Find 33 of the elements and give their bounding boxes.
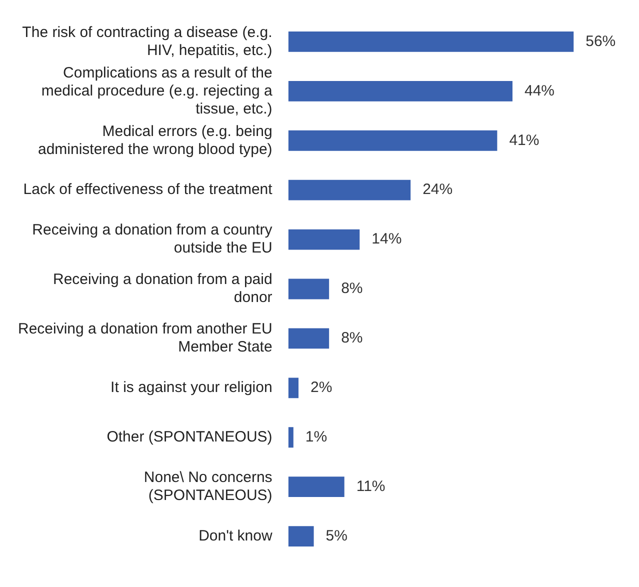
bar (288, 32, 574, 52)
y-tick-label: It is against your religion (110, 379, 272, 396)
data-label: 5% (326, 527, 348, 544)
data-label: 8% (341, 280, 363, 298)
bar (288, 427, 294, 448)
data-label: 1% (305, 428, 328, 446)
y-tick-label: Receiving a donation from another EU Member State (18, 320, 272, 356)
data-label: 8% (341, 330, 363, 347)
y-tick-label: Receiving a donation from a country outside the EU (32, 222, 273, 257)
bar (288, 130, 498, 151)
data-label: 11% (356, 478, 386, 495)
data-label: 44% (524, 82, 555, 100)
y-tick-label: Don't know (198, 527, 272, 544)
bar (288, 229, 360, 250)
y-tick-label: The risk of contracting a disease (e.g. HIV, hepatitis, etc.) (22, 24, 272, 59)
y-tick-label: Complications as a result of the medical procedure (e.g. rejecting a tissue, etc.) (41, 64, 273, 118)
data-label: 24% (422, 181, 453, 198)
bar (288, 80, 512, 102)
data-label: 56% (586, 32, 616, 50)
y-tick-label: None\ No concerns (SPONTANEOUS) (144, 468, 272, 504)
bar (288, 476, 344, 498)
data-label: 2% (310, 379, 332, 396)
bar (288, 526, 314, 546)
bar (288, 278, 330, 300)
y-tick-label: Receiving a donation from a paid donor (53, 271, 272, 306)
y-tick-label: Lack of effectiveness of the treatment (23, 181, 274, 198)
y-tick-label: Medical errors (e.g. being administered the wrong blood type) (38, 122, 272, 158)
y-tick-label: Other (SPONTANEOUS) (106, 428, 272, 446)
data-label: 14% (372, 230, 402, 248)
bar (288, 378, 298, 398)
data-label: 41% (509, 132, 540, 149)
bar (288, 180, 411, 200)
bar (288, 328, 330, 349)
